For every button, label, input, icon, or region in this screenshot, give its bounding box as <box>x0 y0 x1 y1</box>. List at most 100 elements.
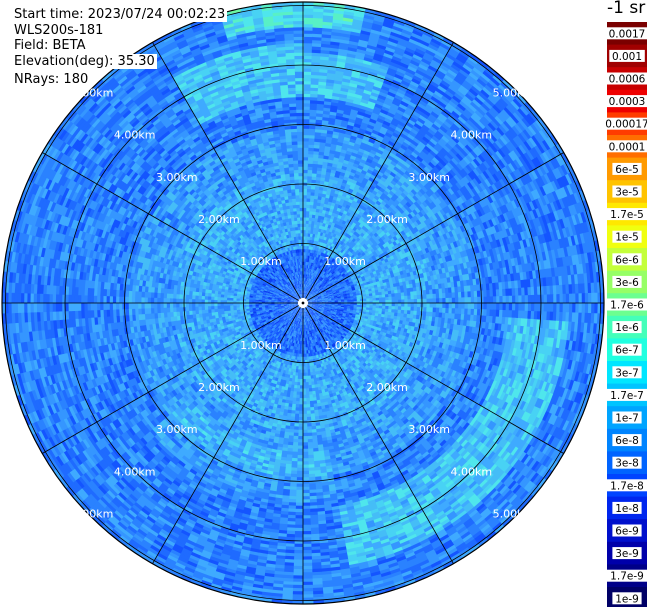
heat-cell <box>303 42 314 47</box>
heat-cell <box>320 56 330 61</box>
heat-cell <box>303 223 307 227</box>
heat-cell <box>303 118 311 123</box>
heat-cell <box>305 274 308 278</box>
heat-cell <box>303 204 307 208</box>
heat-cell <box>311 55 322 60</box>
heat-cell <box>303 52 313 57</box>
heat-cell <box>314 189 320 194</box>
heat-cell <box>303 293 305 297</box>
heat-cell <box>312 27 324 32</box>
heat-cell <box>305 283 307 288</box>
heat-cell <box>303 293 305 297</box>
heat-cell <box>303 210 307 215</box>
heat-cell <box>310 99 318 104</box>
heat-cell <box>303 274 306 278</box>
heat-cell <box>306 198 311 202</box>
heat-cell <box>303 125 310 129</box>
heat-cell <box>315 116 324 121</box>
heat-cell <box>311 49 322 54</box>
heat-cell <box>309 112 318 117</box>
heat-cell <box>317 93 326 99</box>
heat-cell <box>304 286 306 291</box>
heat-cell <box>309 106 318 111</box>
heat-cell <box>305 223 309 228</box>
heat-cell <box>385 303 389 307</box>
heat-cell <box>312 20 324 25</box>
heat-cell <box>308 144 315 149</box>
heat-cell <box>310 87 319 92</box>
heat-cell <box>315 125 323 130</box>
heat-cell <box>303 55 313 60</box>
heat-cell <box>304 290 306 294</box>
heat-cell <box>314 141 321 146</box>
heat-cell <box>316 106 325 111</box>
heat-cell <box>318 151 325 156</box>
heat-cell <box>310 195 315 200</box>
heat-cell <box>311 46 322 51</box>
heat-cell <box>310 230 314 234</box>
heat-cell <box>312 160 319 165</box>
heat-cell <box>314 128 322 133</box>
heat-cell <box>309 239 313 244</box>
heat-cell <box>311 185 316 190</box>
heat-cell <box>315 176 322 181</box>
heat-cell <box>309 125 317 130</box>
heat-cell <box>303 96 311 101</box>
heat-cell <box>303 45 313 50</box>
heat-cell <box>306 213 310 218</box>
heat-cell <box>312 204 318 209</box>
heat-cell <box>311 220 315 225</box>
heat-cell <box>310 191 316 196</box>
heat-cell <box>312 211 317 216</box>
heat-cell <box>303 220 307 224</box>
heat-cell <box>303 226 306 231</box>
heat-cell <box>310 188 316 193</box>
heat-cell <box>312 36 323 41</box>
heat-cell <box>303 33 314 38</box>
heat-cell <box>306 255 309 259</box>
heat-cell <box>313 8 325 13</box>
heat-cell <box>311 176 317 181</box>
heat-cell <box>318 81 328 86</box>
heat-cell <box>309 109 318 114</box>
heat-cell <box>304 258 307 262</box>
heat-cell <box>317 87 327 92</box>
heat-cell <box>303 163 309 167</box>
heat-cell <box>303 14 315 19</box>
heat-cell <box>308 220 312 225</box>
heat-cell <box>309 236 313 241</box>
heat-cell <box>306 194 311 199</box>
heat-cell <box>305 267 307 272</box>
heat-cell <box>307 169 313 174</box>
heat-cell <box>303 147 310 151</box>
heat-cell <box>305 232 309 237</box>
heat-cell <box>303 128 310 132</box>
heat-cell <box>303 68 313 72</box>
heat-cell <box>309 128 316 133</box>
heat-cell <box>310 74 320 79</box>
heat-cell <box>311 71 321 76</box>
heat-cell <box>318 74 328 80</box>
heat-cell <box>309 214 313 218</box>
heat-cell <box>304 289 305 294</box>
heat-cell <box>309 204 314 209</box>
heat-cell <box>306 210 310 215</box>
heat-cell <box>308 153 314 158</box>
heat-cell <box>310 233 313 238</box>
heat-cell <box>310 80 320 85</box>
heat-cell <box>314 138 321 143</box>
heat-cell <box>303 102 311 107</box>
heat-cell <box>305 280 307 285</box>
heat-cell <box>305 277 307 281</box>
heat-cell <box>309 201 315 206</box>
heat-cell <box>307 239 310 244</box>
heat-cell <box>303 150 309 155</box>
heat-cell <box>312 39 323 44</box>
heat-cell <box>303 286 305 291</box>
heat-cell <box>311 68 321 73</box>
heat-cell <box>303 159 309 164</box>
heat-cell <box>303 20 314 25</box>
heat-cell <box>312 17 325 22</box>
heat-cell <box>303 239 306 243</box>
heat-cell <box>303 185 308 189</box>
